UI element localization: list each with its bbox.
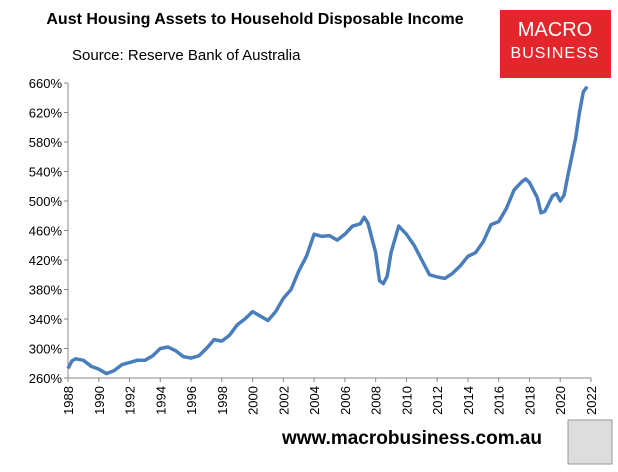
x-tick-label: 2002 bbox=[276, 386, 291, 415]
y-tick-label: 260% bbox=[29, 371, 63, 386]
data-line bbox=[66, 85, 589, 376]
y-tick-label: 540% bbox=[29, 165, 63, 180]
x-tick-label: 2006 bbox=[338, 386, 353, 415]
x-tick-label: 2010 bbox=[399, 386, 414, 415]
x-tick-label: 1988 bbox=[61, 386, 76, 415]
y-tick-label: 620% bbox=[29, 106, 63, 121]
logo-icon bbox=[567, 419, 613, 465]
x-tick-label: 2022 bbox=[584, 386, 599, 415]
x-tick-label: 2000 bbox=[246, 386, 261, 415]
logo-box bbox=[500, 10, 611, 78]
footer-url: www.macrobusiness.com.au bbox=[281, 428, 542, 449]
x-tick-label: 2016 bbox=[492, 386, 507, 415]
x-tick-label: 2004 bbox=[307, 386, 322, 415]
x-tick-label: 1996 bbox=[184, 386, 199, 415]
chart-subtitle: Source: Reserve Bank of Australia bbox=[72, 47, 301, 64]
y-tick-label: 500% bbox=[29, 194, 63, 209]
x-tick-label: 2008 bbox=[369, 386, 384, 415]
y-tick-label: 380% bbox=[29, 283, 63, 298]
x-tick-label: 1990 bbox=[92, 386, 107, 415]
y-tick-label: 300% bbox=[29, 342, 63, 357]
x-tick-label: 2014 bbox=[461, 386, 476, 415]
y-tick-label: 340% bbox=[29, 312, 63, 327]
y-tick-label: 460% bbox=[29, 224, 63, 239]
x-tick-label: 2018 bbox=[522, 386, 537, 415]
chart-title: Aust Housing Assets to Household Disposa… bbox=[46, 11, 463, 28]
x-tick-label: 2012 bbox=[430, 386, 445, 415]
x-tick-label: 1992 bbox=[123, 386, 138, 415]
x-tick-label: 1994 bbox=[153, 386, 168, 415]
logo-text: MACRO bbox=[518, 19, 592, 41]
logo-text: BUSINESS bbox=[511, 45, 600, 62]
y-tick-label: 580% bbox=[29, 135, 63, 150]
y-tick-label: 420% bbox=[29, 253, 63, 268]
x-tick-label: 2020 bbox=[553, 386, 568, 415]
x-tick-label: 1998 bbox=[215, 386, 230, 415]
y-tick-label: 660% bbox=[29, 76, 63, 91]
